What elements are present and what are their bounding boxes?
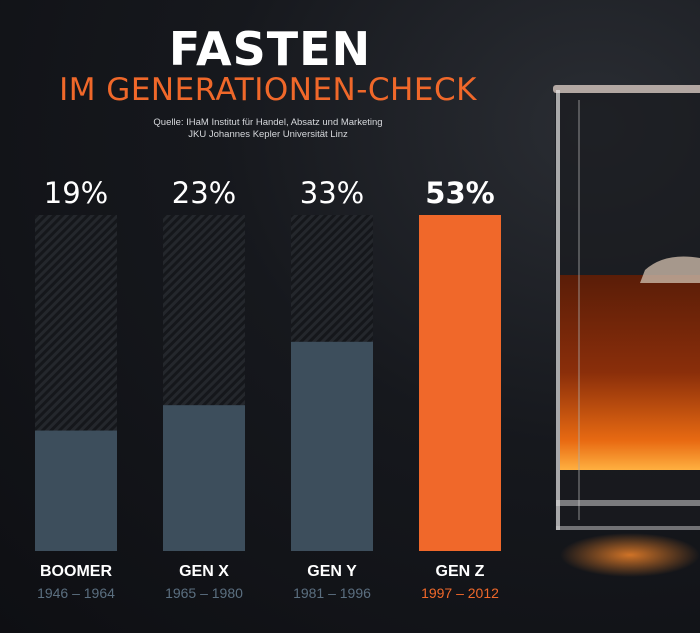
years-label: 1965 – 1980 <box>165 585 243 601</box>
value-label: 19% <box>43 176 109 210</box>
whisky-glass-icon <box>553 85 700 577</box>
years-label: 1981 – 1996 <box>293 585 371 601</box>
page-subtitle: IM GENERATIONEN-CHECK <box>59 72 477 108</box>
source-note: Quelle: IHaM Institut für Handel, Absatz… <box>0 117 536 141</box>
bar-boomer <box>35 430 117 551</box>
value-label: 53% <box>425 176 495 210</box>
source-line-2: JKU Johannes Kepler Universität Linz <box>188 129 348 140</box>
value-label: 33% <box>299 176 365 210</box>
category-label: BOOMER <box>40 563 112 580</box>
category-label: GEN Z <box>435 563 485 580</box>
category-label: GEN Y <box>307 563 357 580</box>
years-label: 1997 – 2012 <box>421 585 499 601</box>
bar-gen-x <box>163 405 245 551</box>
years-label: 1946 – 1964 <box>37 585 115 601</box>
bar-gen-y <box>291 341 373 551</box>
page-title: FASTEN <box>168 22 372 76</box>
bar-gen-z <box>419 215 501 551</box>
source-line-1: Quelle: IHaM Institut für Handel, Absatz… <box>153 117 383 128</box>
value-label: 23% <box>171 176 237 210</box>
category-label: GEN X <box>179 563 229 580</box>
